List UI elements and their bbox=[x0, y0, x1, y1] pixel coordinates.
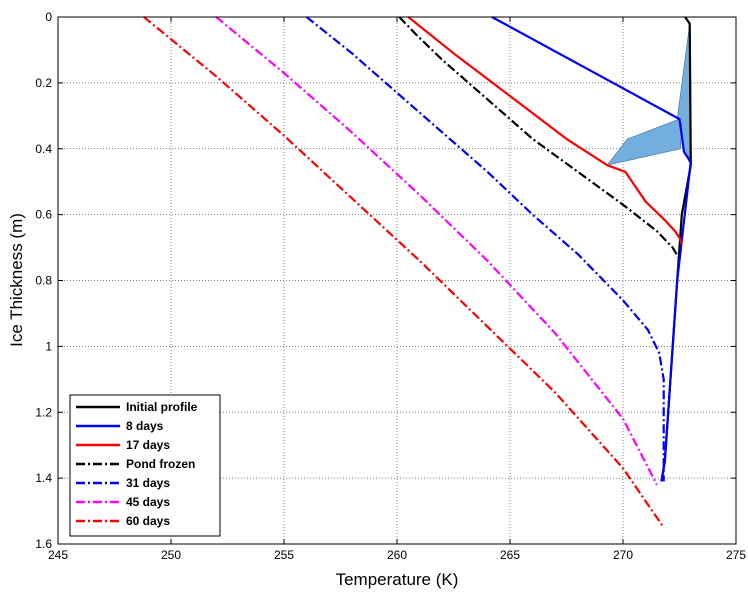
legend-label-31-days: 31 days bbox=[126, 476, 170, 490]
x-tick-label: 275 bbox=[726, 548, 746, 562]
series-line-8-days bbox=[491, 16, 692, 482]
legend-label-initial-profile: Initial profile bbox=[126, 400, 198, 414]
y-tick-label: 1.6 bbox=[35, 537, 52, 551]
y-tick-label: 1.2 bbox=[35, 405, 52, 419]
legend-label-pond-frozen: Pond frozen bbox=[126, 457, 195, 471]
series-line-17-days bbox=[407, 16, 683, 245]
y-tick-label: 0.8 bbox=[35, 274, 52, 288]
series-lines bbox=[143, 16, 692, 529]
y-tick-label: 0.2 bbox=[35, 76, 52, 90]
legend-box bbox=[69, 394, 221, 537]
series-line-60-days bbox=[143, 16, 665, 529]
y-axis-label: Ice Thickness (m) bbox=[7, 213, 26, 347]
legend-label-60-days: 60 days bbox=[126, 514, 170, 528]
x-tick-label: 250 bbox=[161, 548, 181, 562]
series-line-45-days bbox=[215, 16, 658, 486]
x-axis-label: Temperature (K) bbox=[336, 570, 459, 589]
axis-ticks: 245 250 255 260 265 270 275 0 0.2 0.4 0.6 0.8 1 1.2 1.… bbox=[35, 10, 746, 562]
y-tick-label: 0 bbox=[45, 10, 52, 24]
y-tick-label: 1 bbox=[45, 339, 52, 353]
y-tick-label: 0.6 bbox=[35, 208, 52, 222]
legend-label-45-days: 45 days bbox=[126, 495, 170, 509]
legend: Initial profile 8 days 17 days Pond frozen 3… bbox=[69, 394, 221, 537]
y-tick-label: 1.4 bbox=[35, 471, 52, 485]
x-tick-label: 255 bbox=[274, 548, 294, 562]
x-tick-label: 265 bbox=[500, 548, 520, 562]
x-tick-label: 270 bbox=[613, 548, 633, 562]
x-tick-label: 245 bbox=[48, 548, 68, 562]
y-tick-label: 0.4 bbox=[35, 142, 52, 156]
series-line-pond-frozen bbox=[398, 16, 680, 258]
x-tick-label: 260 bbox=[387, 548, 407, 562]
legend-label-17-days: 17 days bbox=[126, 438, 170, 452]
series-line-31-days bbox=[305, 16, 665, 482]
legend-label-8-days: 8 days bbox=[126, 419, 164, 433]
